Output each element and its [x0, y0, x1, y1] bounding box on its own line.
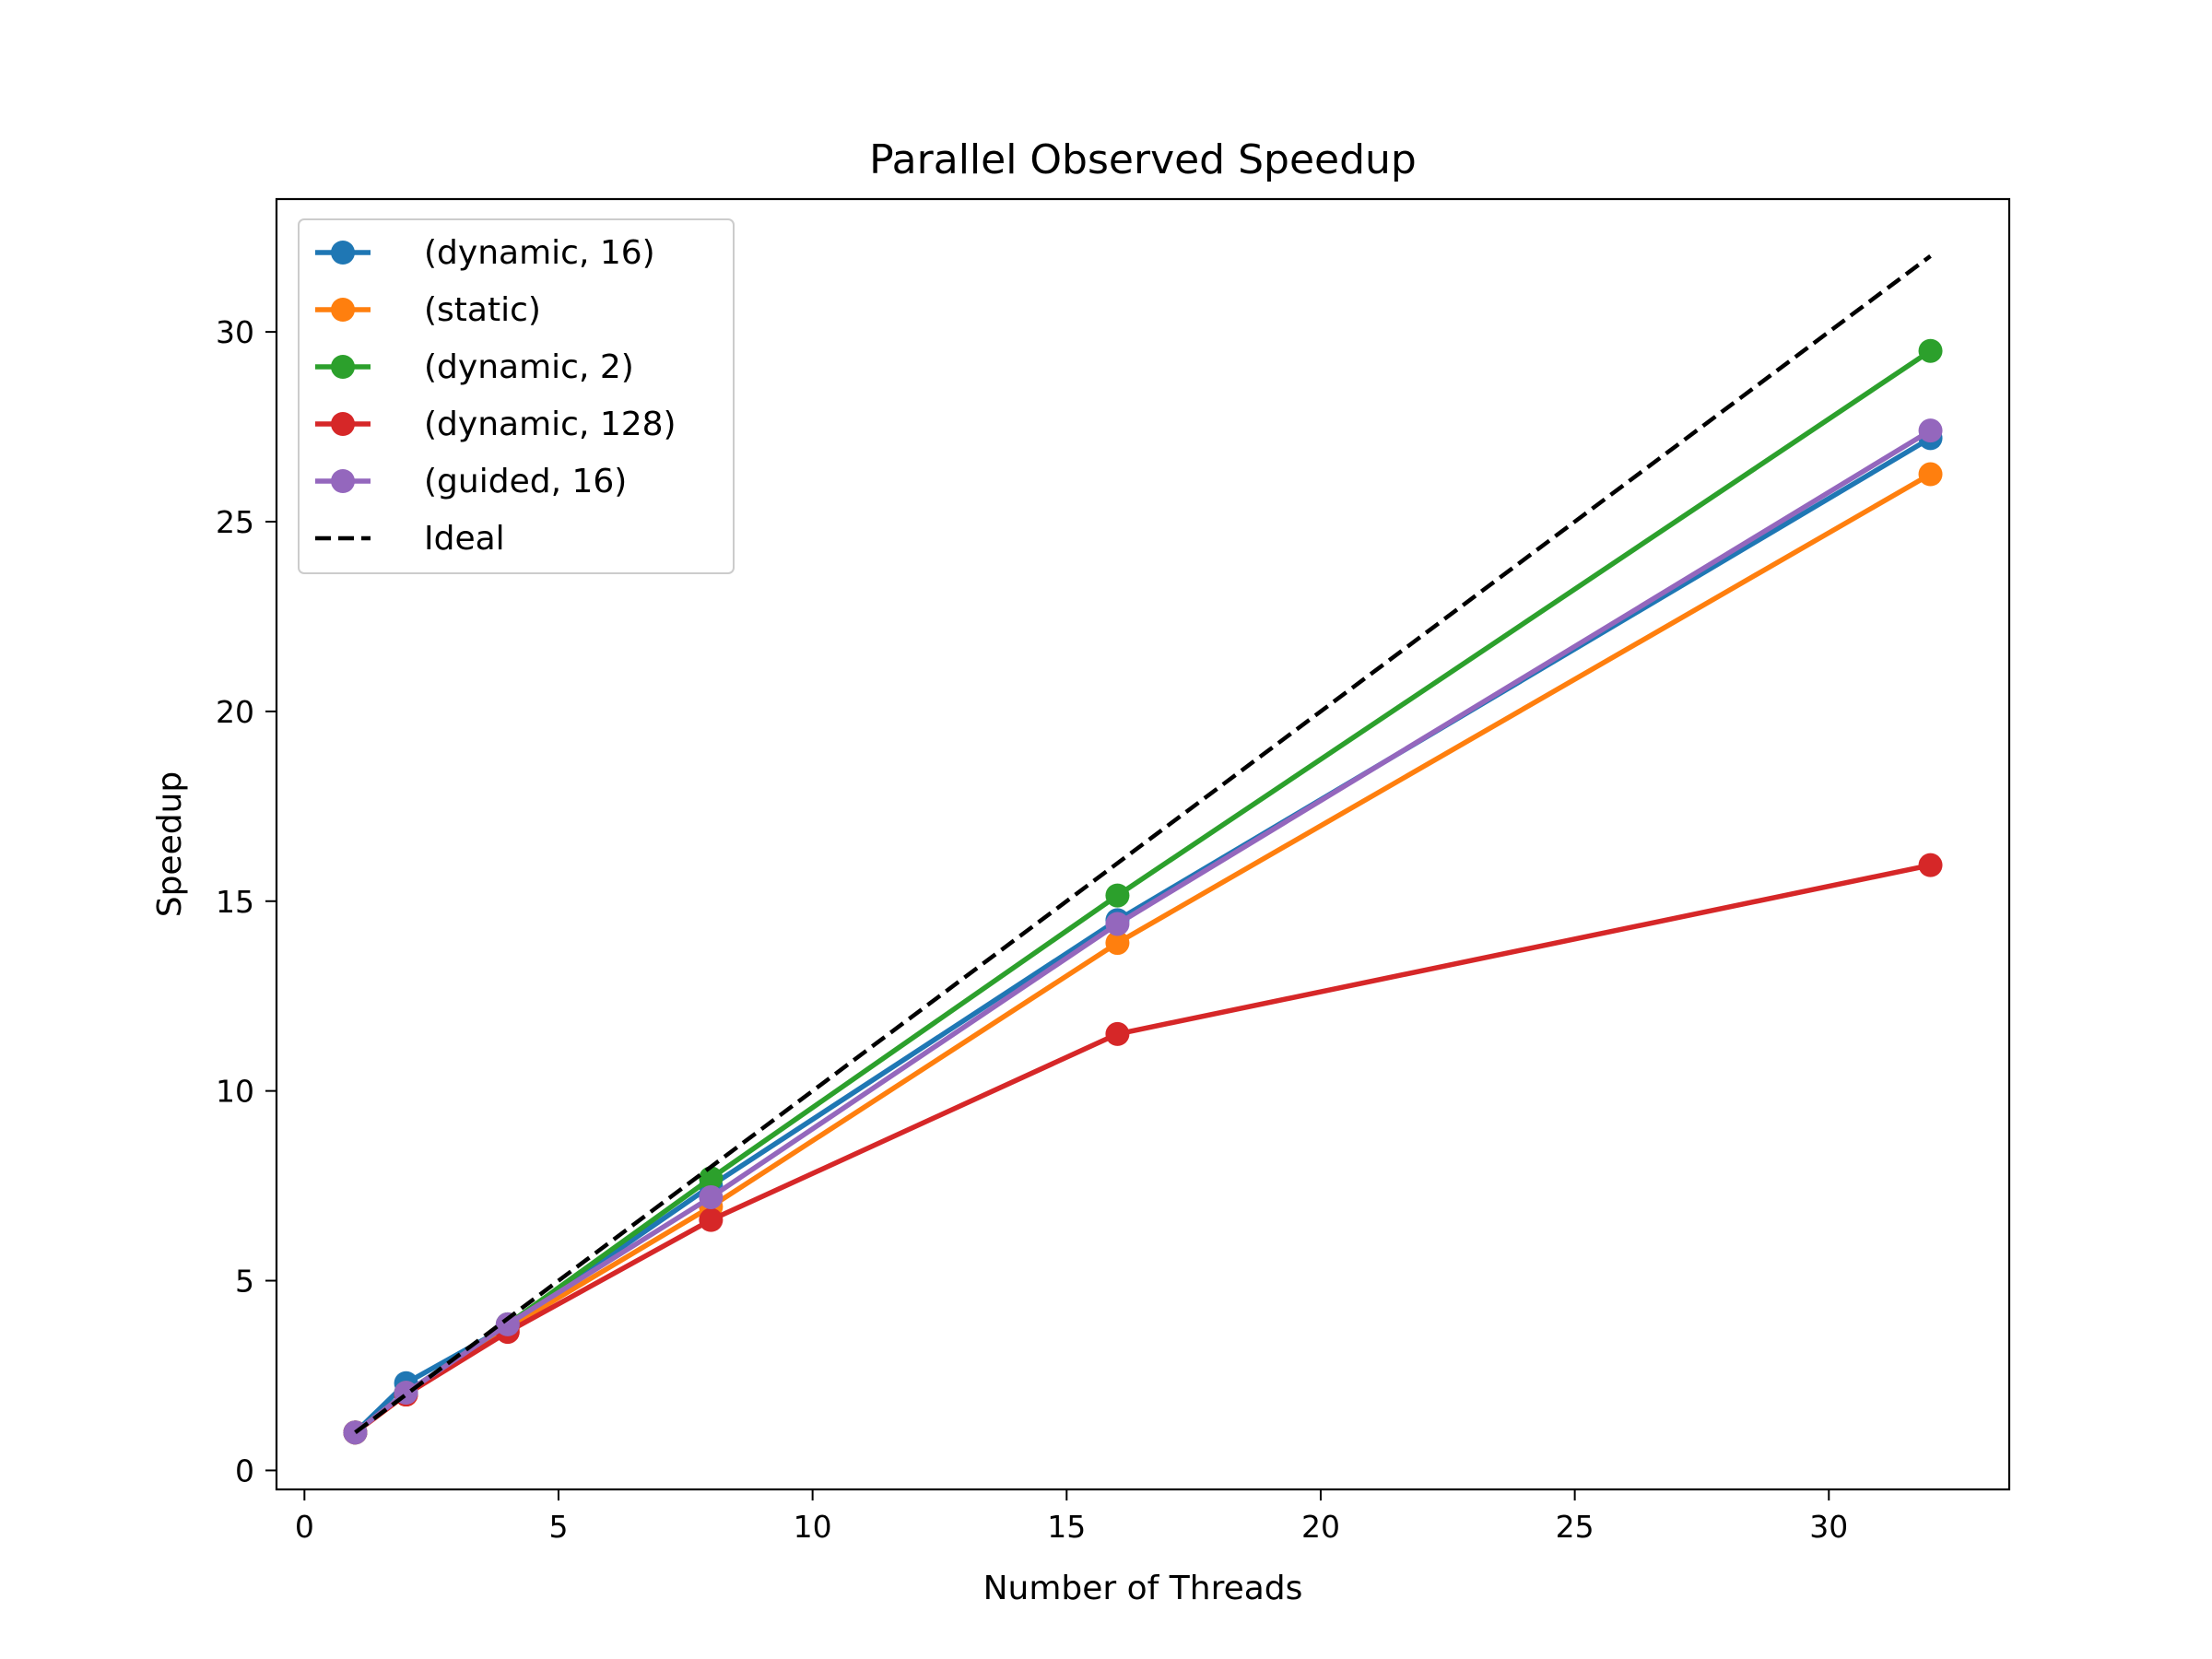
data-point: [1918, 853, 1943, 877]
ideal-line: [354, 253, 1932, 1435]
legend-item: (dynamic, 2): [315, 348, 634, 386]
legend-box: [298, 218, 735, 574]
x-tick-label: 0: [295, 1509, 314, 1545]
x-axis-label: Number of Threads: [983, 1570, 1303, 1607]
data-point: [699, 1184, 724, 1209]
legend-label: (guided, 16): [424, 463, 627, 500]
data-point: [699, 1207, 724, 1232]
legend-item: (dynamic, 128): [315, 406, 677, 443]
legend-item: Ideal: [315, 520, 505, 558]
y-tick-label: 15: [216, 884, 254, 920]
legend-item: (dynamic, 16): [315, 234, 655, 272]
data-point: [1918, 462, 1943, 487]
y-tick-label: 20: [216, 694, 254, 730]
legend: (dynamic, 16) (static) (dynamic, 2) (dynami…: [298, 218, 735, 574]
data-point: [1105, 883, 1130, 908]
y-tick-label: 30: [216, 314, 254, 350]
data-point: [1918, 418, 1943, 443]
legend-marker: [331, 412, 355, 436]
legend-marker: [331, 355, 355, 379]
plot-frame: [275, 197, 2011, 1491]
legend-marker: [331, 298, 355, 322]
x-tick-label: 15: [1047, 1509, 1086, 1545]
x-tick-label: 10: [794, 1509, 832, 1545]
legend-marker: [331, 241, 355, 265]
plot-lines: [343, 253, 1943, 1445]
x-tick-label: 5: [548, 1509, 568, 1545]
legend-label: (dynamic, 2): [424, 348, 634, 386]
data-point: [699, 1166, 724, 1191]
data-point: [1918, 338, 1943, 363]
y-axis-label: Speedup: [151, 771, 189, 918]
data-point: [1105, 1021, 1130, 1046]
y-axis: 0 5 10 15 20 25 30: [216, 314, 276, 1488]
legend-label: (static): [424, 291, 541, 329]
legend-label: Ideal: [424, 520, 505, 558]
chart-title: Parallel Observed Speedup: [869, 136, 1417, 183]
y-tick-label: 10: [216, 1074, 254, 1110]
x-tick-label: 20: [1301, 1509, 1340, 1545]
y-tick-label: 5: [235, 1264, 254, 1300]
y-tick-label: 25: [216, 504, 254, 540]
legend-label: (dynamic, 16): [424, 234, 655, 272]
x-tick-label: 25: [1556, 1509, 1594, 1545]
legend-marker: [331, 469, 355, 493]
data-point: [1105, 931, 1130, 956]
legend-item: (static): [315, 291, 541, 329]
data-point: [495, 1312, 520, 1336]
x-tick-label: 30: [1809, 1509, 1848, 1545]
legend-label: (dynamic, 128): [424, 406, 677, 443]
data-point: [1105, 912, 1130, 936]
x-axis: 0 5 10 15 20 25 30: [295, 1489, 1848, 1545]
y-tick-label: 0: [235, 1453, 254, 1488]
legend-item: (guided, 16): [315, 463, 627, 500]
